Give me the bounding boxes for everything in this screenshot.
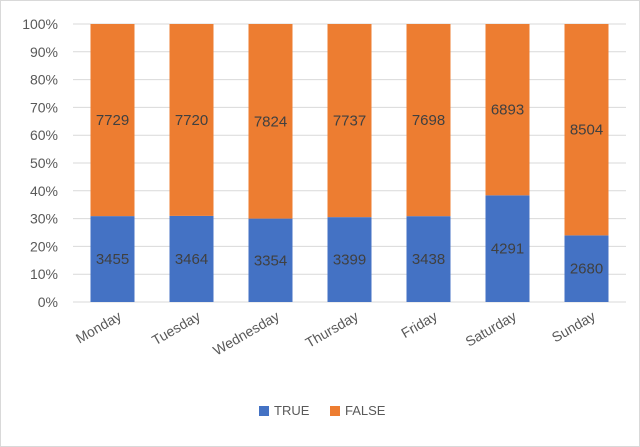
bar-segment-true [90, 216, 135, 302]
bar-segment-false [248, 24, 293, 219]
data-label: 3399 [333, 252, 366, 269]
legend-swatch [330, 406, 340, 416]
bar-segment-false [169, 24, 214, 216]
y-tick-label: 70% [30, 99, 58, 115]
legend: TRUE FALSE [259, 403, 386, 418]
bar-segment-false [485, 24, 530, 196]
x-category-label: Monday [73, 308, 124, 347]
bar-segment-false [406, 24, 451, 217]
y-tick-label: 10% [30, 266, 58, 282]
data-label: 7698 [412, 112, 445, 129]
x-category-label: Saturday [462, 308, 519, 350]
y-tick-label: 30% [30, 211, 58, 227]
bar-segment-true [169, 215, 214, 302]
data-labels: 3455 7729 3464 7720 3354 7824 3399 7737 3438 7698… [96, 102, 603, 278]
x-category-label: Wednesday [210, 308, 282, 359]
bars [90, 24, 609, 302]
y-tick-label: 100% [22, 16, 58, 32]
data-label: 3455 [96, 251, 129, 268]
data-label: 3464 [175, 251, 208, 268]
x-category-label: Sunday [549, 308, 598, 346]
data-label: 3438 [412, 251, 445, 268]
y-tick-label: 50% [30, 155, 58, 171]
bar-segment-true [248, 218, 293, 302]
legend-label: FALSE [345, 403, 386, 418]
data-label: 7720 [175, 112, 208, 129]
legend-label: TRUE [274, 403, 310, 418]
y-axis-tick-labels: 0% 10% 20% 30% 40% 50% 60% 70% 80% 90% 100% [22, 16, 58, 310]
y-tick-label: 80% [30, 72, 58, 88]
x-category-label: Friday [398, 308, 440, 341]
legend-swatch [259, 406, 269, 416]
bar-segment-false [90, 24, 135, 217]
bar-segment-true [564, 235, 609, 302]
bar-segment-true [327, 217, 372, 302]
bar-segment-false [327, 24, 372, 218]
data-label: 2680 [570, 261, 603, 278]
x-axis-category-labels: Monday Tuesday Wednesday Thursday Friday Satu… [73, 308, 598, 359]
bar-segment-false [564, 24, 609, 236]
y-tick-label: 0% [38, 294, 58, 310]
data-label: 7729 [96, 112, 129, 129]
x-category-label: Thursday [302, 308, 361, 351]
data-label: 8504 [570, 122, 603, 139]
y-tick-label: 20% [30, 238, 58, 254]
data-label: 4291 [491, 241, 524, 258]
data-label: 7824 [254, 113, 287, 130]
data-label: 3354 [254, 252, 287, 269]
data-label: 6893 [491, 102, 524, 119]
y-tick-label: 60% [30, 127, 58, 143]
y-tick-label: 90% [30, 44, 58, 60]
x-category-label: Tuesday [149, 308, 203, 348]
y-tick-label: 40% [30, 183, 58, 199]
bar-segment-true [485, 195, 530, 302]
data-label: 7737 [333, 113, 366, 130]
bar-segment-true [406, 216, 451, 302]
